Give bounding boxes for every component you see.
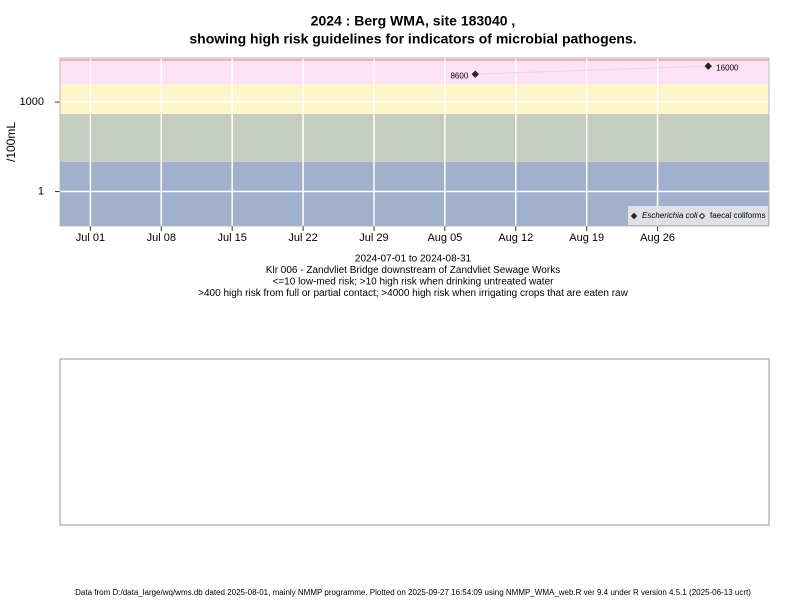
data-label: 16000 [716, 63, 739, 72]
y-axis-label: /100mL [4, 122, 18, 162]
caption-line: 2024-07-01 to 2024-08-31 [355, 254, 472, 265]
x-tick-label: Aug 12 [498, 232, 533, 244]
footer: Data from D:/data_large/wq/wms.db dated … [75, 588, 751, 597]
caption-line: >400 high risk from full or partial cont… [198, 288, 628, 299]
x-tick-label: Aug 19 [569, 232, 604, 244]
x-tick-label: Jul 29 [359, 232, 388, 244]
y-tick-label: 1 [38, 185, 44, 197]
empty-panel [59, 358, 770, 526]
data-point [704, 62, 712, 70]
legend-label: faecal coliforms [710, 211, 766, 220]
legend-marker [630, 212, 638, 220]
series-line [475, 65, 709, 75]
x-tick-label: Jul 08 [147, 232, 176, 244]
data-point [471, 70, 479, 78]
chart-subtitle: showing high risk guidelines for indicat… [189, 31, 636, 47]
chart-title: 2024 : Berg WMA, site 183040 , [311, 13, 516, 29]
risk-band [60, 58, 769, 85]
x-tick-label: Jul 01 [76, 232, 105, 244]
x-tick-label: Jul 15 [218, 232, 247, 244]
caption-line: <=10 low-med risk; >10 high risk when dr… [273, 277, 555, 288]
y-tick-label: 1000 [20, 96, 44, 108]
legend-label: Escherichia coli [642, 211, 698, 220]
risk-band [60, 113, 769, 162]
legend-box [628, 206, 768, 225]
x-tick-label: Jul 22 [288, 232, 317, 244]
x-tick-label: Aug 26 [640, 232, 675, 244]
data-label: 8600 [450, 71, 468, 80]
plot-frame [59, 57, 770, 227]
caption-line: Klr 006 - Zandvliet Bridge downstream of… [266, 265, 560, 276]
legend-marker [698, 212, 706, 220]
risk-band [60, 84, 769, 114]
x-tick-label: Aug 05 [427, 232, 462, 244]
